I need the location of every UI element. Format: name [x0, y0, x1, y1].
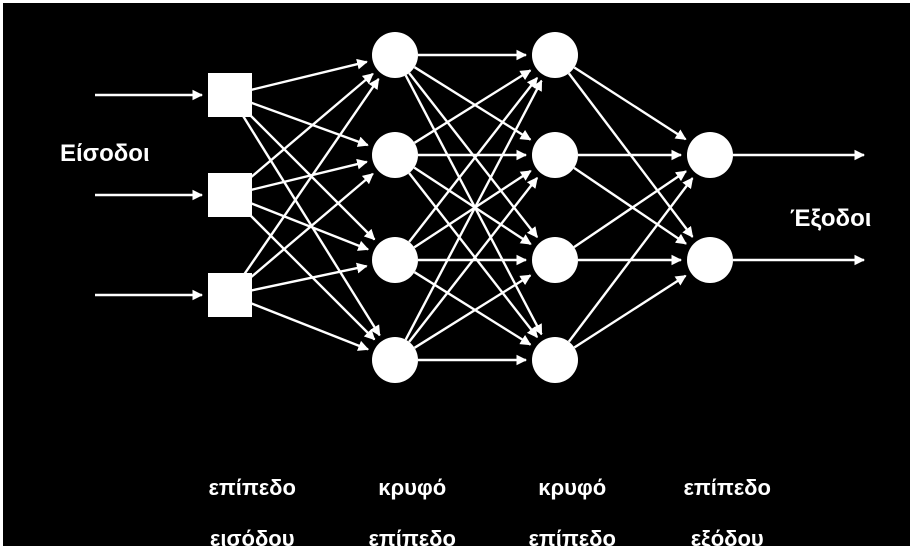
node-hidden2-2 — [532, 237, 578, 283]
layer-label-2-line1: κρυφό — [538, 475, 606, 500]
diagram-stage: Είσοδοι Έξοδοι επίπεδο εισόδου κρυφό επί… — [0, 0, 913, 549]
layer-label-0: επίπεδο εισόδου — [180, 450, 300, 549]
layer-label-3: επίπεδο εξόδου — [655, 450, 775, 549]
node-hidden2-1 — [532, 132, 578, 178]
layer-label-0-line2: εισόδου — [210, 526, 295, 549]
node-hidden1-2 — [372, 237, 418, 283]
inputs-label: Είσοδοι — [60, 140, 170, 168]
layer-label-1-line1: κρυφό — [378, 475, 446, 500]
node-input-0 — [208, 73, 252, 117]
outputs-label: Έξοδοι — [790, 205, 910, 233]
layer-label-2-line2: επίπεδο — [528, 526, 615, 549]
layer-label-3-line2: εξόδου — [691, 526, 764, 549]
node-input-2 — [208, 273, 252, 317]
layer-label-1: κρυφό επίπεδο — [340, 450, 460, 549]
node-hidden1-1 — [372, 132, 418, 178]
layer-label-0-line1: επίπεδο — [208, 475, 295, 500]
node-hidden1-3 — [372, 337, 418, 383]
node-hidden2-3 — [532, 337, 578, 383]
layer-label-1-line2: επίπεδο — [368, 526, 455, 549]
node-input-1 — [208, 173, 252, 217]
layer-label-2: κρυφό επίπεδο — [500, 450, 620, 549]
node-output-1 — [687, 237, 733, 283]
node-hidden2-0 — [532, 32, 578, 78]
layer-label-3-line1: επίπεδο — [683, 475, 770, 500]
node-hidden1-0 — [372, 32, 418, 78]
node-output-0 — [687, 132, 733, 178]
